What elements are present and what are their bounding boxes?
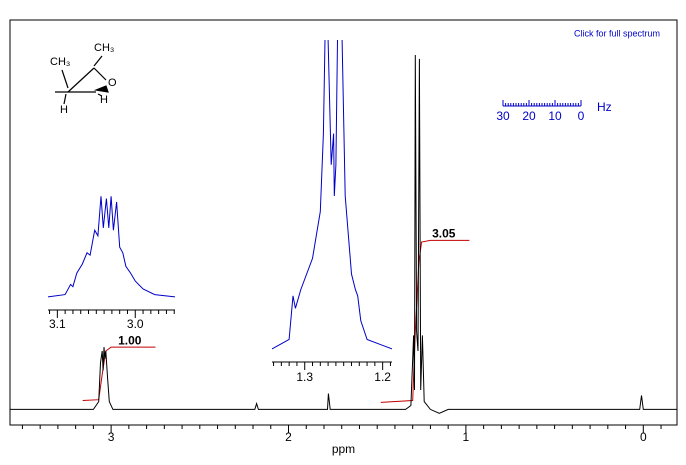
bond	[93, 55, 103, 67]
x-tick-label: 0	[640, 430, 647, 444]
molecule	[55, 55, 109, 105]
x-axis-label: ppm	[332, 442, 355, 456]
spectrum-line	[10, 54, 677, 414]
atom-label: CH₃	[94, 42, 114, 54]
x-tick-label: 1.2	[374, 370, 391, 384]
atom-label: O	[108, 77, 117, 89]
integral-curve	[380, 239, 470, 403]
hz-tick-label: 30	[496, 109, 510, 123]
hz-tick-label: 10	[548, 109, 562, 123]
x-tick-label: 3	[108, 430, 115, 444]
x-tick-label: 3.1	[49, 317, 66, 331]
hz-tick-label: 0	[578, 109, 585, 123]
bond	[61, 69, 69, 89]
bond	[97, 93, 103, 97]
wedge	[93, 85, 109, 93]
x-tick-label: 2	[285, 430, 292, 444]
x-tick-label: 3.0	[127, 317, 144, 331]
x-tick-label: 1	[463, 430, 470, 444]
atom-label: CH₃	[50, 56, 70, 68]
spectrum-line	[47, 196, 176, 298]
atom-label: H	[60, 104, 68, 116]
hz-unit: Hz	[597, 100, 612, 114]
full-spectrum-link[interactable]: Click for full spectrum	[574, 28, 660, 38]
integral-label: 1.00	[118, 333, 142, 347]
bond	[67, 67, 95, 93]
integral-label: 3.05	[432, 227, 456, 241]
x-tick-label: 1.3	[296, 370, 313, 384]
bond	[63, 93, 67, 105]
atom-label: H	[100, 94, 108, 106]
integral-curve	[82, 346, 156, 401]
frame	[9, 19, 678, 426]
bond	[93, 67, 107, 81]
spectrum-line	[272, 40, 392, 350]
hz-tick-label: 20	[522, 109, 536, 123]
